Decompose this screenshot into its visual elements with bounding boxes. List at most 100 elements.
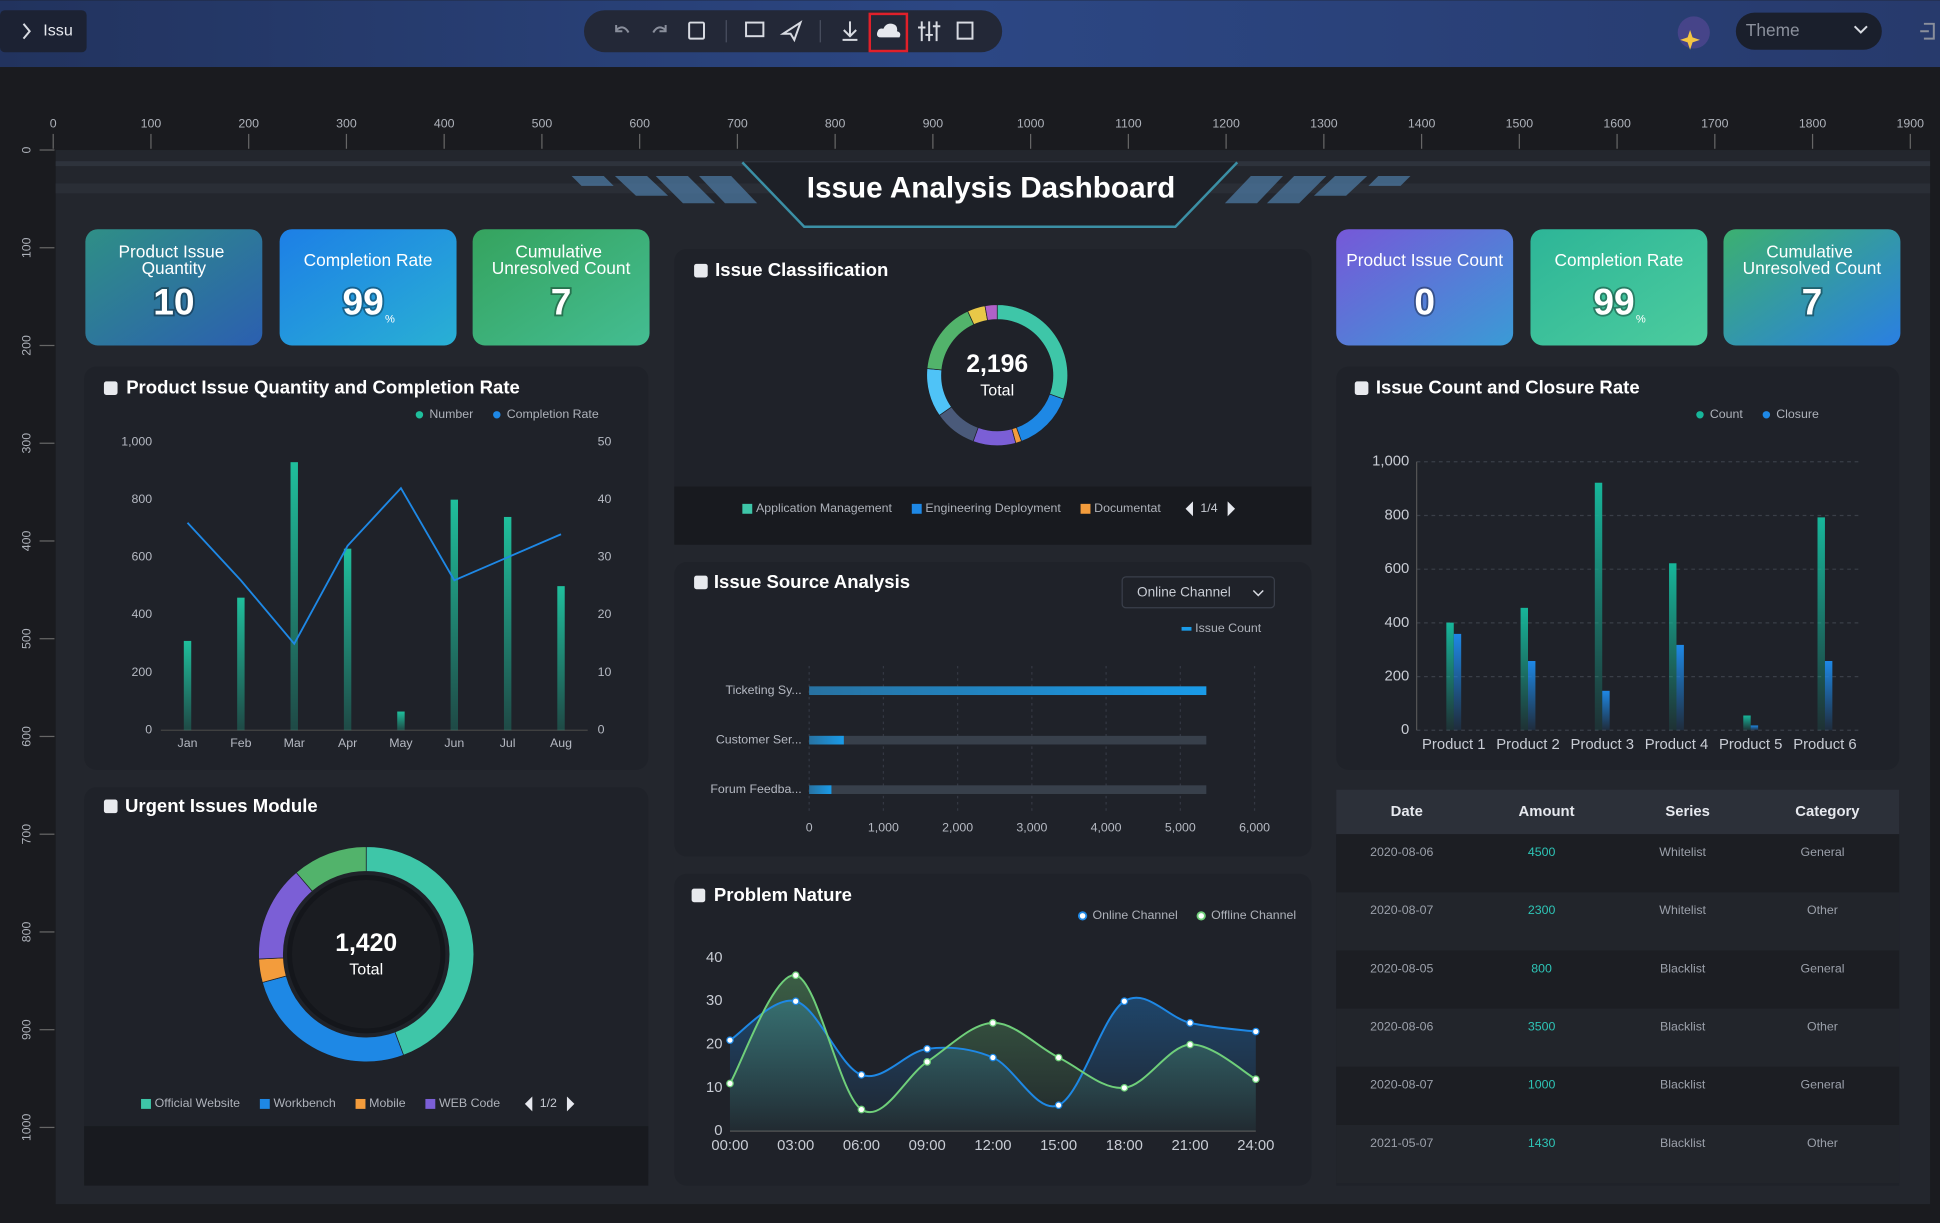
table-cell: 2020-08-06 (1370, 1019, 1433, 1033)
kpi-card (472, 229, 650, 346)
kpi-card (1336, 229, 1514, 346)
table-cell: 3500 (1528, 1019, 1556, 1033)
chevron-icon (22, 23, 31, 40)
point (857, 1105, 866, 1114)
bar (1446, 622, 1454, 731)
pager-prev[interactable] (1185, 501, 1193, 517)
table-cell: 4500 (1528, 845, 1556, 859)
ruler-label: 800 (825, 116, 846, 130)
point (791, 971, 800, 980)
kpi-unit: % (385, 313, 395, 325)
point (726, 1036, 734, 1045)
ruler-label: 200 (238, 116, 259, 130)
legend-marker (415, 411, 424, 419)
x-tick-label: Product 4 (1645, 737, 1708, 753)
legend-label: Application Management (756, 501, 893, 515)
breadcrumb[interactable] (0, 10, 87, 53)
table-cell: General (1800, 961, 1844, 975)
y-tick-label: 0 (714, 1123, 722, 1139)
ruler-label: 600 (629, 116, 650, 130)
title-icon (1354, 381, 1369, 395)
avatar[interactable] (1677, 16, 1710, 49)
pager-text: 1/4 (1200, 501, 1217, 515)
title-icon (103, 799, 118, 814)
cloud-button[interactable] (876, 23, 901, 38)
legend-label: Closure (1776, 407, 1819, 421)
settings-button[interactable] (918, 21, 941, 42)
kpi-value: 10 (153, 280, 194, 322)
point (1251, 1075, 1260, 1084)
ruler-label: 1800 (1799, 116, 1827, 130)
bar-track (809, 785, 1207, 794)
legend-label: Completion Rate (507, 407, 599, 421)
table-header-cell: Amount (1519, 804, 1575, 820)
y2-tick-label: 30 (598, 550, 612, 564)
undo-button[interactable] (615, 25, 630, 33)
publish-button[interactable] (779, 20, 803, 43)
ruler-label: 800 (19, 922, 33, 943)
save-button[interactable] (688, 21, 705, 40)
title-icon (691, 888, 706, 903)
kpi-card (85, 229, 263, 346)
ruler-label: 1900 (1897, 116, 1925, 130)
title-icon (694, 575, 708, 590)
theme-text: Theme (1746, 20, 1800, 40)
kpi-label: Product Issue Count (1346, 250, 1503, 270)
bar (1676, 644, 1684, 731)
breadcrumb-text: Issu (43, 21, 73, 39)
component-button[interactable] (956, 21, 974, 40)
y-tick-label: 600 (132, 550, 153, 564)
table-cell: Blacklist (1660, 961, 1706, 975)
title-decoration (1224, 175, 1411, 204)
bar (183, 640, 192, 731)
legend-marker (425, 1098, 436, 1109)
download-button[interactable] (842, 21, 858, 41)
toolbar (583, 10, 1003, 53)
x-tick-label: 06:00 (843, 1138, 880, 1154)
x-tick-label: 09:00 (909, 1138, 946, 1154)
point (857, 1071, 866, 1079)
exit-button[interactable] (1920, 22, 1935, 40)
bar (809, 785, 832, 794)
y-tick-label: 1,000 (1372, 454, 1409, 470)
y-tick-label: 800 (132, 492, 153, 506)
chevron-icon (1853, 25, 1868, 34)
preview-button[interactable] (745, 21, 765, 38)
ruler-label: 1400 (1408, 116, 1436, 130)
redo-button[interactable] (652, 25, 667, 33)
table-row (1336, 1124, 1900, 1184)
pager-next[interactable] (566, 1096, 575, 1112)
legend-label: Engineering Deployment (925, 501, 1061, 515)
highlight-box (868, 12, 909, 53)
panel (1336, 366, 1900, 770)
pager-next[interactable] (1227, 501, 1236, 517)
channel-select[interactable] (1121, 576, 1275, 609)
y-tick-label: 0 (145, 723, 152, 737)
title-decoration (571, 175, 758, 204)
legend-marker (1181, 626, 1192, 631)
x-tick-label: 15:00 (1040, 1138, 1077, 1154)
donut-total: 1,420 (335, 930, 397, 957)
donut-total: 2,196 (966, 351, 1028, 378)
ruler-label: 100 (141, 116, 162, 130)
theme-select[interactable] (1735, 12, 1882, 50)
x-tick-label: 03:00 (777, 1138, 814, 1154)
table-cell: 2020-08-07 (1370, 903, 1433, 917)
ruler-label: 500 (19, 628, 33, 649)
y-tick-label: Customer Ser... (716, 732, 802, 746)
x-tick-label: Mar (284, 736, 305, 750)
ruler-label: 1000 (1017, 116, 1045, 130)
chart-title: Product Issue Quantity and Completion Ra… (126, 377, 520, 398)
legend-marker (1196, 911, 1206, 921)
y-tick-label: 10 (706, 1080, 723, 1096)
x-tick-label: Product 6 (1793, 737, 1856, 753)
pager-prev[interactable] (524, 1096, 533, 1112)
x-tick-label: 4,000 (1091, 820, 1122, 834)
ruler-label: 400 (434, 116, 455, 130)
x-tick-label: 2,000 (942, 820, 973, 834)
legend-marker (259, 1098, 270, 1109)
y-tick-label: 30 (706, 993, 723, 1009)
chart-title: Issue Classification (715, 259, 888, 280)
kpi-value: 99 (1593, 280, 1634, 322)
